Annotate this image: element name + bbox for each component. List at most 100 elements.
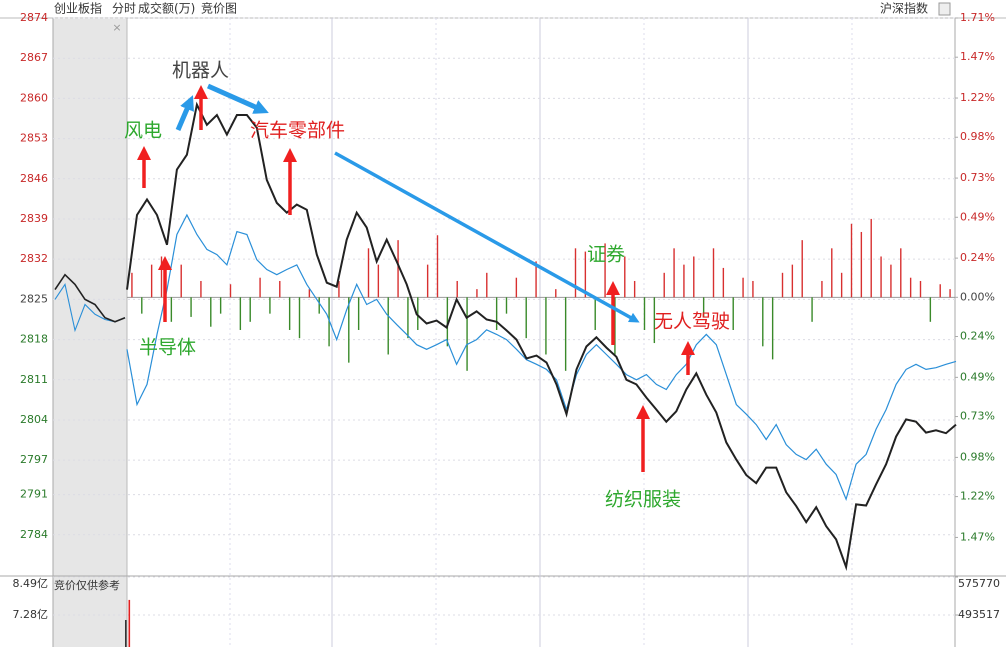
volume-bar (555, 289, 557, 298)
volume-bar (210, 297, 212, 327)
volume-bar (338, 280, 340, 298)
volume-bar (249, 297, 251, 322)
y-tick-label: 8.49亿 (13, 577, 49, 590)
plot-layer (54, 101, 957, 647)
close-button[interactable]: × (112, 21, 121, 34)
volume-bar (949, 289, 951, 298)
volume-bar (584, 251, 587, 298)
y2-tick-label: 1.71% (960, 11, 995, 24)
volume-bar (397, 240, 399, 298)
volume-bar (890, 264, 892, 298)
volume-bar (417, 297, 419, 330)
y2-tick-label: 0.98% (960, 450, 995, 463)
volume-bar (633, 280, 636, 298)
blue-arrow (175, 95, 194, 131)
y-tick-label: 2860 (20, 91, 48, 104)
volume-bar (407, 297, 409, 339)
header-bar (0, 0, 1006, 18)
volume-bar (466, 297, 468, 371)
volume-bar (643, 297, 646, 330)
y2-tick-label: 0.73% (960, 171, 995, 184)
volume-bar (436, 235, 439, 298)
tab[interactable]: 成交额(万) (138, 1, 195, 16)
red-arrows (137, 85, 695, 472)
volume-bar (900, 248, 902, 298)
volume-bar (653, 297, 656, 344)
volume-bar (614, 297, 616, 355)
y2-tick-label: 0.24% (960, 251, 995, 264)
volume-bar (446, 297, 449, 347)
auction-line (54, 273, 126, 323)
volume-bar (939, 284, 941, 298)
y2-tick-label: 0.98% (960, 130, 995, 143)
volume-bar (811, 297, 813, 322)
volume-bar (525, 297, 527, 339)
price-line (126, 101, 957, 571)
volume-bar (190, 297, 192, 317)
volume-bar (752, 280, 754, 298)
volume-bar (801, 240, 803, 298)
y-tick-label: 2874 (20, 11, 48, 24)
volume-bar (702, 297, 705, 317)
volume-bar (840, 272, 843, 298)
vertical-grid (229, 18, 853, 647)
volume-bar (318, 297, 320, 314)
tab[interactable]: 竞价图 (201, 2, 237, 16)
y-tick-label: 2784 (20, 528, 48, 541)
volume-bar (673, 248, 675, 298)
y-tick-label: 2832 (20, 252, 48, 265)
volume-bar (486, 272, 488, 298)
volume-bar (663, 272, 665, 298)
blue-arrow (206, 83, 269, 114)
y2-tick-label: 0.73% (960, 410, 995, 423)
annotation: 证券 (587, 244, 625, 266)
tab[interactable]: 分时 (112, 2, 136, 16)
volume-bar (535, 261, 537, 298)
volume-bar (259, 277, 261, 298)
y2-tick-label: 493517 (958, 608, 1000, 621)
volume-bar (180, 264, 182, 298)
volume-bar (131, 272, 133, 298)
annotation: 纺织服装 (605, 489, 681, 511)
volume-bar (919, 280, 922, 298)
volume-bar (141, 297, 143, 314)
y2-tick-label: 0.49% (960, 210, 995, 223)
volume-bar (732, 297, 734, 330)
y-tick-label: 2853 (20, 132, 48, 145)
y-tick-label: 2811 (20, 373, 48, 386)
volume-bar (200, 280, 202, 298)
volume-bar (880, 256, 882, 298)
index-title: 创业板指 (54, 1, 102, 16)
y-tick-label: 2818 (20, 333, 48, 346)
volume-bar (564, 297, 567, 371)
volume-bar (239, 297, 242, 330)
volume-bar (693, 256, 695, 298)
volume-bar (929, 297, 932, 322)
volume-bar (860, 231, 863, 298)
y2-tick-label: 1.22% (960, 91, 995, 104)
volume-bar (229, 284, 232, 298)
volume-bar (426, 264, 429, 298)
grid-layer: 2874 2867 2860 2853 2846 2839 2832 2825 2818 2811… (13, 11, 1001, 621)
volume-bar (150, 264, 153, 298)
volume-bar (850, 223, 853, 298)
y-tick-label: 2846 (20, 172, 48, 185)
price-line (126, 213, 957, 502)
switch-button[interactable] (938, 2, 951, 16)
y2-tick-label: 1.47% (960, 50, 995, 63)
auction-bar (125, 620, 127, 647)
volume-bar (821, 280, 823, 298)
y2-tick-label: 0.24% (960, 330, 995, 343)
y-tick-label: 2825 (20, 292, 48, 305)
vertical-grid-major (331, 18, 749, 647)
volume-bar (722, 267, 725, 298)
volume-bar (909, 277, 912, 298)
volume-bar (831, 248, 833, 298)
blue-arrows (175, 83, 640, 323)
volume-bar (357, 297, 360, 330)
volume-bar (781, 272, 784, 298)
volume-bar (870, 218, 872, 298)
index-switch[interactable]: 沪深指数 (880, 1, 928, 16)
